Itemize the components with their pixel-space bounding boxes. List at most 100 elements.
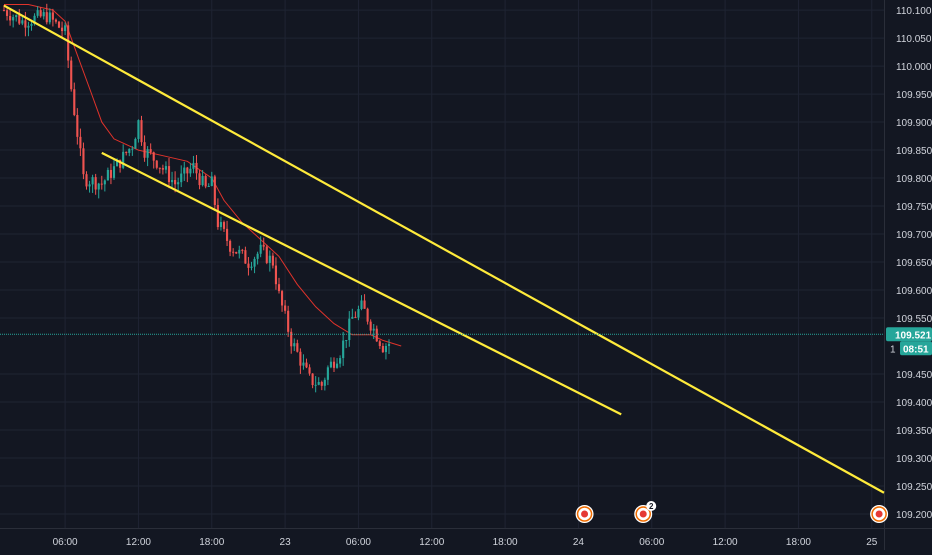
time-tick-label: 12:00 [419, 537, 444, 548]
candle-body [302, 362, 305, 366]
candle-body [265, 246, 268, 263]
time-tick-label: 18:00 [493, 537, 518, 548]
candle-body [192, 162, 195, 169]
price-tick-label: 110.100 [896, 6, 932, 17]
price-tick-label: 109.400 [896, 398, 932, 409]
candle-body [329, 361, 333, 368]
candle-body [235, 251, 238, 254]
candle-body [21, 20, 24, 24]
candle-body [15, 15, 18, 18]
candle-body [131, 148, 134, 150]
candle-body [103, 180, 106, 185]
event-marker-dot [875, 510, 883, 518]
candle-body [140, 120, 143, 143]
candle-body [189, 168, 192, 174]
candle-body [311, 373, 314, 386]
candle-body [381, 346, 384, 353]
price-badges: 109.521 08:51 1 [886, 327, 932, 356]
candle-body [158, 167, 161, 169]
price-tick-label: 109.350 [896, 426, 932, 437]
candle-body [146, 149, 149, 158]
candle-body [271, 255, 274, 266]
event-marker-count: 2 [649, 502, 654, 511]
candle-body [195, 162, 198, 174]
candle-body [91, 177, 94, 185]
candle-body [201, 175, 204, 186]
candle-body [317, 382, 320, 385]
candles [2, 3, 391, 393]
candle-body [357, 308, 360, 318]
candle-body [24, 20, 27, 28]
candle-body [244, 250, 247, 264]
price-axis[interactable]: 110.100 110.050 110.000 109.950 109.900 109.8… [896, 6, 932, 521]
candle-body [5, 10, 9, 16]
candle-body [351, 316, 354, 319]
candle-body [149, 149, 152, 153]
candle-body [387, 343, 391, 346]
candle-body [180, 173, 183, 183]
candle-body [259, 244, 262, 254]
candle-body [164, 166, 168, 170]
candle-body [332, 361, 336, 368]
candle-body [320, 382, 323, 386]
candle-body [70, 60, 73, 90]
time-tick-label: 06:00 [53, 537, 78, 548]
candle-body [372, 328, 375, 331]
candle-body [39, 10, 42, 17]
candle-body [241, 249, 244, 251]
candle-body [268, 255, 271, 263]
time-tick-label: 06:00 [639, 537, 664, 548]
candle-body [296, 343, 299, 352]
candle-body [88, 184, 91, 187]
candle-body [290, 331, 293, 347]
candle-body [106, 169, 109, 181]
event-marker[interactable] [870, 505, 889, 523]
candle-body [45, 12, 48, 23]
candle-body [287, 310, 290, 332]
price-tick-label: 109.900 [896, 118, 932, 129]
candle-body [57, 21, 61, 28]
event-marker[interactable]: 2 [634, 501, 657, 523]
candle-body [284, 305, 287, 311]
candle-body [219, 222, 223, 228]
candle-body [155, 160, 158, 168]
candle-body [256, 253, 259, 259]
candle-body [33, 15, 36, 25]
candle-body [323, 379, 326, 386]
time-axis[interactable]: 06:00 12:00 18:00 23 06:00 12:00 18:00 24 06:00 1… [53, 537, 878, 548]
candle-body [384, 345, 388, 353]
price-tick-label: 110.000 [896, 62, 932, 73]
candle-body [122, 151, 125, 168]
candle-body [97, 183, 100, 190]
candle-body [27, 25, 30, 28]
candle-body [73, 89, 76, 115]
candle-body [222, 222, 226, 229]
event-markers[interactable]: 2 [575, 501, 889, 523]
price-tick-label: 109.600 [896, 286, 932, 297]
candle-body [60, 27, 64, 32]
last-price-badge [886, 327, 932, 342]
time-tick-label: 24 [573, 537, 585, 548]
event-marker[interactable] [575, 505, 594, 523]
price-tick-label: 109.300 [896, 454, 932, 465]
candle-body [85, 174, 88, 187]
candle-body [308, 367, 311, 374]
time-tick-label: 18:00 [199, 537, 224, 548]
price-tick-label: 109.450 [896, 370, 932, 381]
candle-body [67, 25, 70, 61]
time-tick-label: 12:00 [126, 537, 151, 548]
candle-body [82, 148, 85, 175]
candle-body [161, 168, 164, 170]
price-tick-label: 109.850 [896, 146, 932, 157]
trendlines[interactable] [3, 4, 885, 494]
candle-body [375, 328, 378, 342]
price-tick-label: 109.250 [896, 482, 932, 493]
candle-body [128, 148, 131, 153]
candle-body [335, 363, 339, 368]
price-tick-label: 109.700 [896, 230, 932, 241]
candle-body [277, 284, 281, 292]
candle-body [204, 175, 207, 187]
